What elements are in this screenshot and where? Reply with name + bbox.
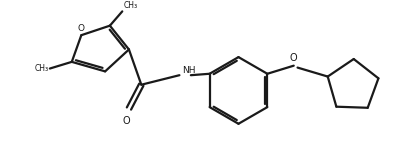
Text: O: O <box>290 53 297 63</box>
Text: CH₃: CH₃ <box>123 1 137 10</box>
Text: O: O <box>122 116 130 126</box>
Text: NH: NH <box>182 66 196 75</box>
Text: CH₃: CH₃ <box>35 64 49 73</box>
Text: O: O <box>78 24 85 33</box>
